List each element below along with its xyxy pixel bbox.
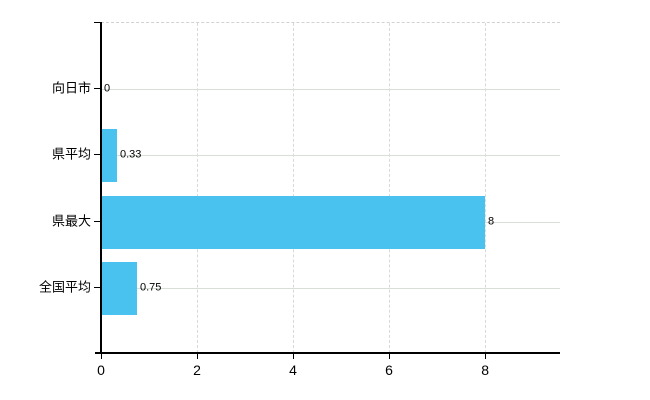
gridline-vertical (485, 23, 487, 353)
gridline-vertical (389, 23, 391, 353)
y-axis-end-tick (94, 22, 101, 23)
x-tick-label: 6 (385, 362, 393, 378)
x-axis-line (95, 352, 560, 354)
x-tick-label: 2 (193, 362, 201, 378)
x-axis-tick (389, 354, 391, 359)
gridline-horizontal (101, 288, 560, 289)
category-label-県平均: 県平均 (51, 146, 91, 162)
bar-value-label: 0.75 (140, 281, 162, 294)
x-axis-tick (101, 354, 102, 359)
bar-value-label: 0 (104, 82, 111, 95)
gridline-horizontal (101, 155, 560, 156)
x-tick-label: 0 (97, 362, 105, 378)
category-label-全国平均: 全国平均 (38, 279, 91, 295)
gridline-vertical (293, 23, 295, 353)
gridline-horizontal (101, 89, 560, 90)
gridline-vertical (197, 23, 199, 353)
bar-value-label: 0.33 (120, 148, 142, 161)
plot-area: 0 0.33 8 0.75 (101, 22, 560, 353)
x-axis-tick (293, 354, 295, 359)
bar-県最大 (101, 196, 485, 249)
bar-value-label: 8 (488, 215, 495, 228)
x-axis-tick (197, 354, 199, 359)
y-axis-tick (94, 287, 101, 288)
y-axis-tick (94, 88, 101, 89)
y-axis-tick (94, 221, 101, 222)
category-label-向日市: 向日市 (51, 80, 91, 96)
bar-県平均 (101, 129, 117, 182)
x-tick-label: 8 (481, 362, 489, 378)
category-label-県最大: 県最大 (51, 213, 91, 229)
bar-全国平均 (101, 262, 137, 315)
y-axis-tick (94, 154, 101, 155)
x-tick-label: 4 (289, 362, 297, 378)
y-axis-line (100, 22, 102, 353)
x-axis-tick (485, 354, 487, 359)
